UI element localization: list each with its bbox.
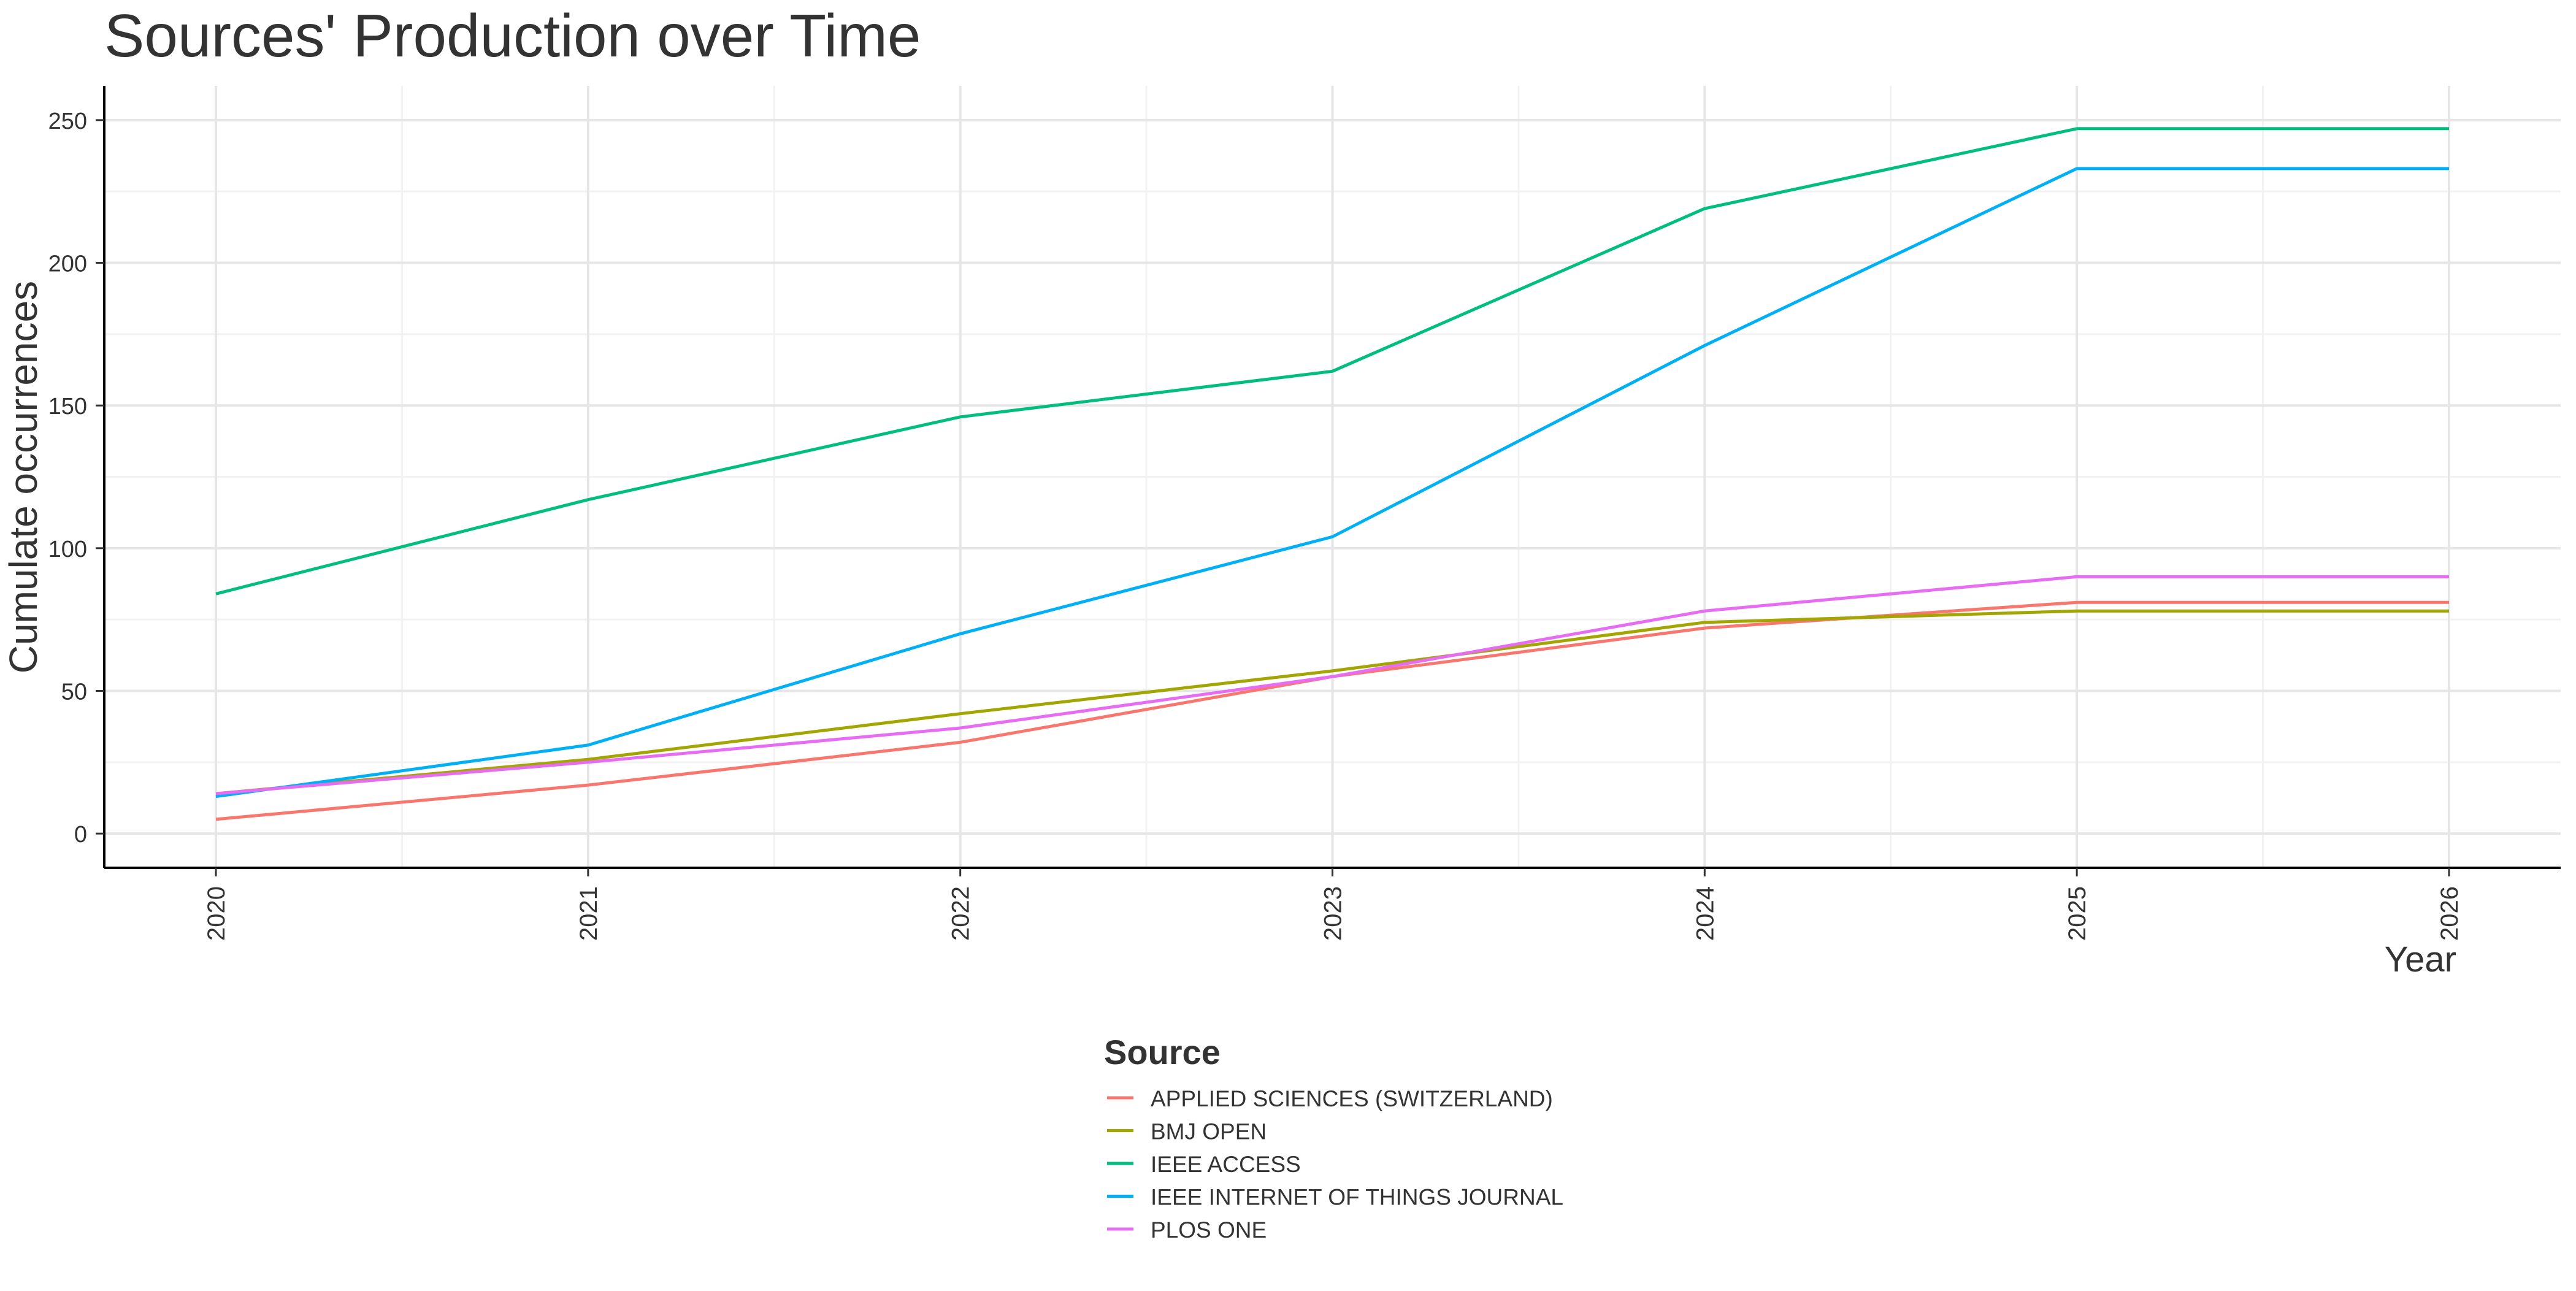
y-tick-label: 50 [61,679,87,705]
grid-major [104,86,2561,868]
legend: Source APPLIED SCIENCES (SWITZERLAND) BMJ… [1104,1033,1563,1243]
series-lines [215,127,2449,821]
legend-label: APPLIED SCIENCES (SWITZERLAND) [1151,1086,1553,1111]
x-tick-label: 2026 [2436,886,2463,941]
y-ticks: 0 50 100 150 200 250 [48,109,104,848]
x-tick-label: 2022 [948,886,975,941]
y-axis-label: Cumulate occurrences [1,281,45,673]
x-tick-label: 2023 [1320,886,1347,941]
series-line [215,167,2449,799]
y-tick-label: 0 [74,822,87,848]
x-tick-label: 2020 [203,886,230,941]
series-line [215,575,2449,795]
x-axis-label: Year [2385,940,2456,979]
series-line [215,609,2449,795]
x-ticks: 2020 2021 2022 2023 2024 2025 2026 [203,868,2463,941]
legend-label: IEEE ACCESS [1151,1152,1301,1177]
legend-title: Source [1104,1033,1221,1071]
y-tick-label: 150 [48,394,87,419]
legend-label: PLOS ONE [1151,1217,1267,1243]
chart-title: Sources' Production over Time [104,2,921,69]
legend-items: APPLIED SCIENCES (SWITZERLAND) BMJ OPEN IE… [1107,1086,1563,1243]
x-tick-label: 2024 [1692,886,1719,941]
legend-label: IEEE INTERNET OF THINGS JOURNAL [1151,1185,1563,1210]
legend-label: BMJ OPEN [1151,1119,1267,1144]
x-tick-label: 2021 [575,886,602,941]
series-line [215,127,2449,596]
y-tick-label: 200 [48,251,87,277]
x-tick-label: 2025 [2064,886,2091,941]
y-tick-label: 250 [48,109,87,134]
y-tick-label: 100 [48,537,87,562]
